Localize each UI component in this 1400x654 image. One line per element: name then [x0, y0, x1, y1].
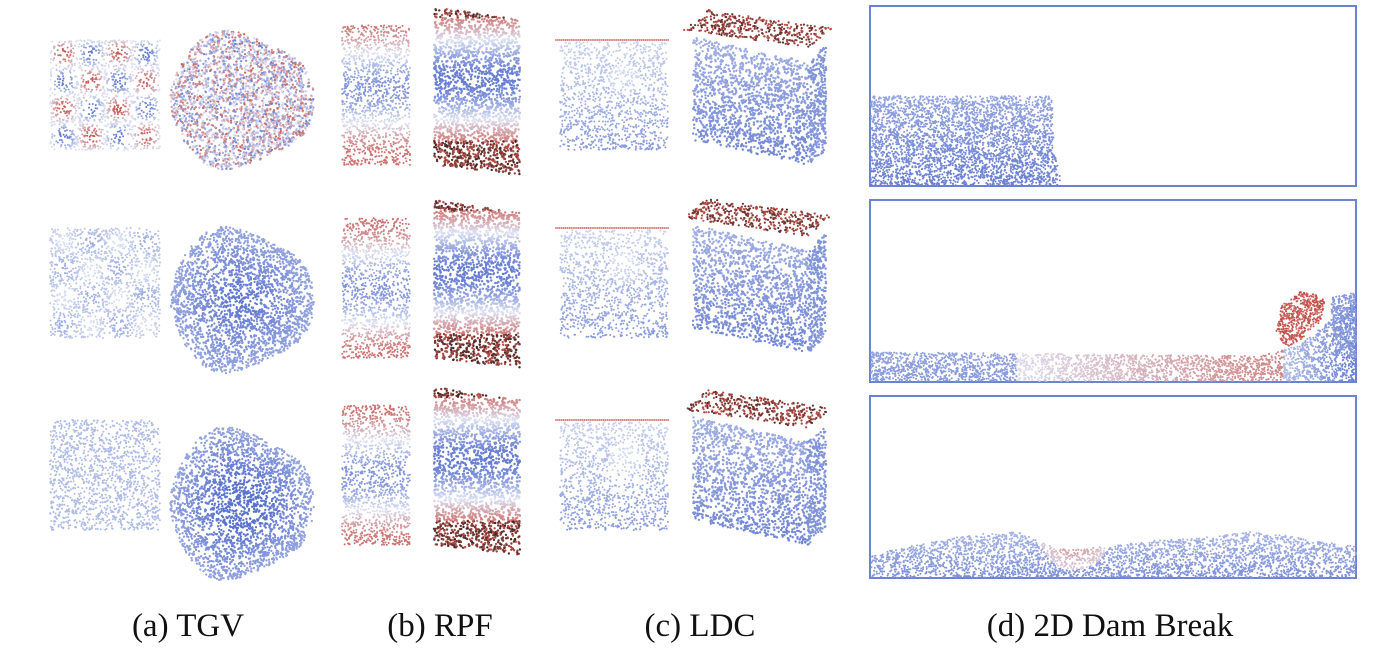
- ldc-3d-lid-2: [687, 198, 830, 237]
- ldc-2d-panel-3: [559, 421, 669, 531]
- caption-ldc: (c) LDC: [620, 608, 780, 645]
- rpf-2d-panel-3: [341, 404, 411, 546]
- dam-break-frame-3: [869, 395, 1357, 579]
- dam-break-water-wave: [870, 291, 1357, 382]
- rpf-3d-panel-3: [432, 387, 522, 556]
- ldc-3d-panel-2: [691, 225, 828, 353]
- caption-tgv: (a) TGV: [118, 608, 258, 645]
- ldc-2d-panel-1: [559, 41, 669, 151]
- dam-break-water-initial: [870, 95, 1061, 187]
- caption-dam-break: (d) 2D Dam Break: [930, 608, 1290, 645]
- tgv-3d-panel-2: [169, 225, 315, 375]
- ldc-2d-lid-2: [555, 227, 669, 229]
- tgv-2d-panel-3: [49, 419, 161, 531]
- ldc-3d-panel-3: [691, 416, 828, 546]
- rpf-3d-panel-2: [432, 199, 521, 369]
- caption-rpf: (b) RPF: [370, 608, 510, 645]
- ldc-2d-panel-2: [559, 229, 669, 339]
- tgv-2d-panel-2: [49, 227, 161, 339]
- dam-break-water-late: [870, 531, 1357, 579]
- dam-break-frame-1: [869, 5, 1357, 187]
- ldc-2d-lid-3: [555, 419, 669, 421]
- rpf-2d-panel-1: [341, 24, 411, 166]
- ldc-3d-lid-3: [686, 389, 828, 429]
- dam-break-frame-2: [869, 199, 1357, 383]
- rpf-2d-panel-2: [341, 217, 411, 359]
- ldc-2d-lid-1: [555, 39, 669, 41]
- tgv-3d-panel-1: [169, 29, 315, 171]
- tgv-3d-panel-3: [169, 426, 315, 582]
- ldc-3d-lid-1: [683, 9, 833, 48]
- rpf-3d-panel-1: [432, 8, 522, 176]
- ldc-3d-panel-1: [691, 37, 828, 165]
- tgv-2d-panel-1: [49, 39, 161, 151]
